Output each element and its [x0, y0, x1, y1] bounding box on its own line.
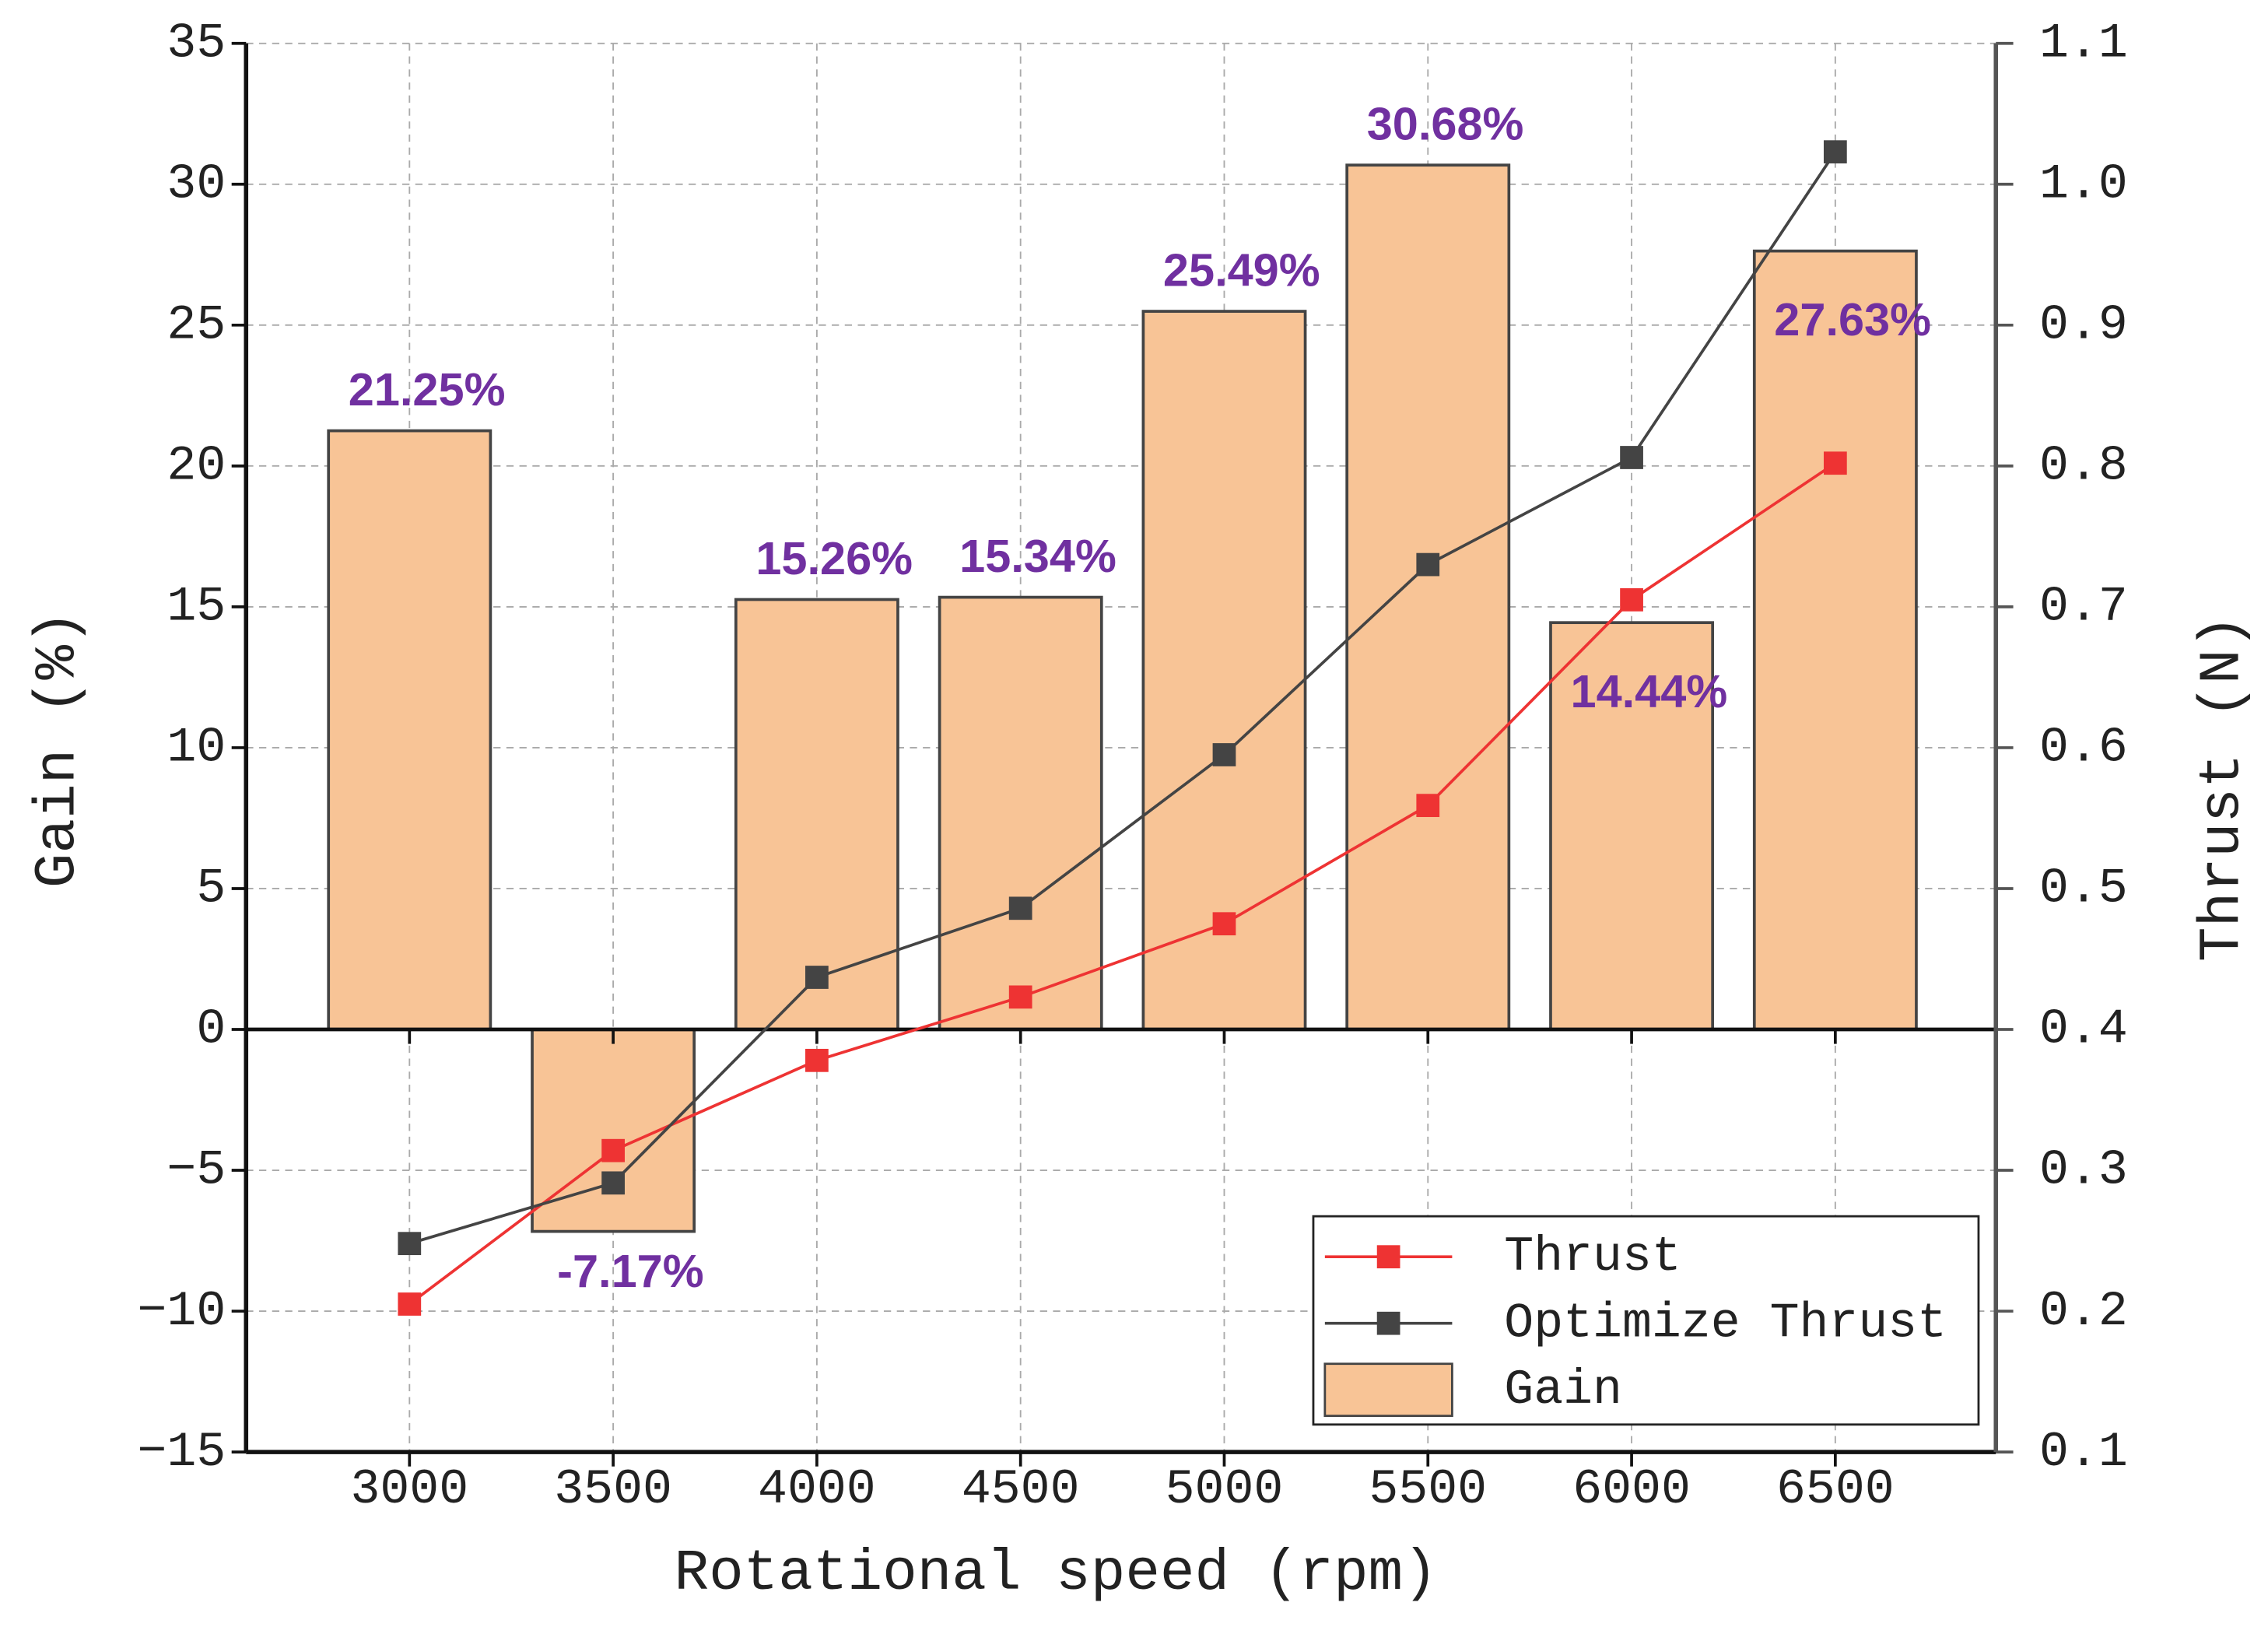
series-line	[408, 461, 1836, 1306]
marker	[398, 1292, 422, 1316]
value-label: 30.68%	[1367, 98, 1524, 150]
legend-marker	[1376, 1311, 1400, 1335]
marker	[398, 1232, 422, 1256]
value-label: 14.44%	[1571, 665, 1728, 717]
y2-tick-label: 0.1	[2039, 1424, 2128, 1480]
bar	[1141, 310, 1307, 1031]
value-label: 27.63%	[1774, 293, 1931, 345]
y2-tick-label: 1.1	[2039, 15, 2128, 71]
x-tick-label: 5000	[1166, 1461, 1284, 1517]
bar	[734, 598, 899, 1031]
x-tick-label: 3000	[350, 1461, 468, 1517]
value-label: 25.49%	[1163, 244, 1320, 296]
x-axis-label: Rotational speed (rpm)	[674, 1541, 1437, 1607]
y2-tick-label: 0.3	[2039, 1142, 2128, 1198]
y2-tick-label: 0.9	[2039, 297, 2128, 353]
y2-tick-label: 0.5	[2039, 861, 2128, 917]
y2-tick-label: 0.7	[2039, 579, 2128, 635]
legend-marker	[1376, 1245, 1400, 1269]
marker	[1620, 446, 1643, 469]
y-tick-label: −15	[137, 1424, 226, 1480]
y-tick-label: −5	[167, 1142, 226, 1198]
value-label: 15.26%	[755, 532, 913, 584]
y-axis-label: Gain (%)	[26, 610, 91, 888]
bar	[1752, 249, 1918, 1031]
x-tick-label: 4500	[962, 1461, 1080, 1517]
x-tick-label: 5500	[1369, 1461, 1487, 1517]
value-label: -7.17%	[557, 1245, 703, 1297]
bar	[1549, 621, 1715, 1031]
legend-label: Thrust	[1504, 1229, 1681, 1285]
y-tick-label: 35	[167, 15, 226, 71]
y2-axis-label: Thrust (N)	[2191, 615, 2256, 962]
marker	[1823, 140, 1847, 164]
marker	[1008, 985, 1032, 1009]
y2-tick-label: 1.0	[2039, 156, 2128, 212]
marker	[1416, 794, 1440, 818]
marker	[1212, 743, 1236, 766]
marker	[1823, 451, 1847, 475]
x-tick-label: 3500	[554, 1461, 672, 1517]
x-tick-label: 4000	[758, 1461, 876, 1517]
y2-tick-label: 0.2	[2039, 1283, 2128, 1339]
marker	[1620, 587, 1643, 612]
y-tick-label: 20	[167, 438, 226, 494]
bar	[327, 429, 493, 1031]
series-line	[408, 151, 1837, 1245]
value-label: 15.34%	[959, 530, 1116, 582]
marker	[1416, 552, 1440, 577]
marker	[1008, 896, 1032, 920]
value-label: 21.25%	[349, 363, 506, 416]
y2-tick-label: 0.8	[2039, 438, 2128, 494]
marker	[601, 1171, 625, 1195]
y2-tick-label: 0.6	[2039, 720, 2128, 776]
y-tick-label: 15	[167, 579, 226, 635]
marker	[1212, 912, 1236, 936]
y-tick-label: 25	[167, 297, 226, 353]
legend-label: Gain	[1504, 1362, 1622, 1418]
y2-tick-label: 0.4	[2039, 1001, 2128, 1057]
bar	[1345, 163, 1511, 1031]
marker	[805, 1048, 829, 1072]
marker	[805, 966, 829, 989]
bar	[938, 595, 1103, 1031]
y-tick-label: 0	[196, 1001, 226, 1057]
y-tick-label: 10	[167, 720, 226, 776]
x-tick-label: 6000	[1572, 1461, 1691, 1517]
y-tick-label: 5	[196, 861, 226, 917]
y-tick-label: −10	[137, 1283, 226, 1339]
legend-swatch	[1323, 1362, 1453, 1418]
legend-label: Optimize Thrust	[1504, 1295, 1947, 1351]
marker	[601, 1138, 625, 1162]
x-tick-label: 6500	[1776, 1461, 1895, 1517]
y-tick-label: 30	[167, 156, 226, 212]
